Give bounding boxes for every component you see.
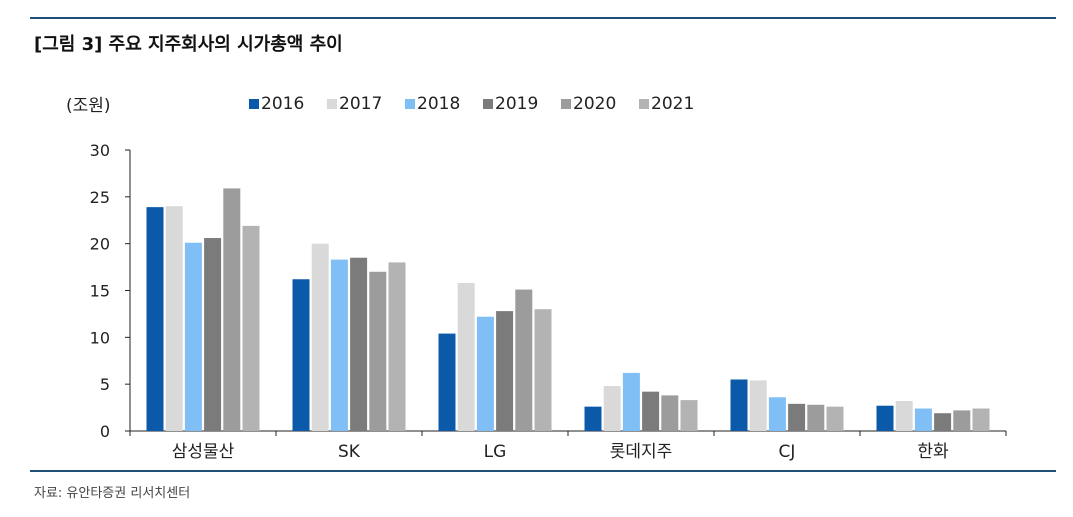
top-rule (30, 17, 1056, 19)
bar-2018-0 (184, 242, 202, 431)
y-tick-label: 5 (100, 375, 110, 394)
bar-2018-1 (330, 259, 348, 431)
bar-2016-0 (146, 207, 164, 431)
bar-2019-3 (642, 391, 660, 431)
bar-2020-5 (953, 410, 971, 431)
bar-2017-3 (603, 386, 621, 431)
bar-2021-2 (534, 309, 552, 431)
bar-2020-4 (807, 404, 825, 431)
y-tick-label: 15 (90, 282, 110, 301)
bar-2017-5 (895, 401, 913, 431)
legend-swatch-2017 (327, 99, 337, 109)
bar-2018-2 (476, 316, 494, 431)
legend-label-2017: 2017 (339, 94, 382, 114)
bar-2016-5 (876, 405, 894, 431)
legend-swatch-2019 (483, 99, 493, 109)
x-category-label: 롯데지주 (610, 442, 673, 462)
bar-2019-4 (788, 403, 806, 431)
x-axis: 삼성물산 SK LG 롯데지주 CJ 한화 (129, 430, 1007, 462)
bar-2019-1 (350, 257, 368, 431)
bar-2020-3 (661, 395, 679, 431)
y-tick-label: 10 (90, 328, 110, 347)
bar-2017-4 (749, 380, 767, 431)
y-tick-label: 20 (90, 235, 110, 254)
bar-2017-0 (165, 206, 183, 431)
bar-2019-5 (934, 413, 952, 431)
bar-2018-3 (622, 372, 640, 431)
bar-2021-5 (972, 408, 990, 431)
bar-2019-2 (496, 311, 514, 431)
bar-chart: (조원) 2016 2017 2018 2019 2020 2021 0 5 10 15 20 25… (66, 94, 1007, 462)
legend-swatch-2021 (639, 99, 649, 109)
bar-2018-4 (768, 397, 786, 431)
y-axis: 0 5 10 15 20 25 30 (90, 141, 131, 441)
legend-label-2019: 2019 (495, 94, 538, 114)
x-category-label: 한화 (917, 442, 949, 462)
bar-2016-3 (584, 406, 602, 431)
legend: 2016 2017 2018 2019 2020 2021 (249, 94, 694, 114)
y-tick-label: 0 (100, 422, 110, 441)
bar-2021-3 (680, 400, 698, 431)
bar-2016-4 (730, 379, 748, 431)
y-tick-label: 30 (90, 141, 110, 160)
bars (146, 188, 990, 431)
bar-2017-1 (311, 243, 329, 431)
y-unit-label: (조원) (66, 96, 111, 116)
legend-label-2018: 2018 (417, 94, 460, 114)
bar-2016-2 (438, 333, 456, 431)
bar-2020-0 (223, 188, 241, 431)
bar-2019-0 (204, 238, 222, 431)
legend-swatch-2016 (249, 99, 259, 109)
legend-label-2021: 2021 (651, 94, 694, 114)
source-note: 자료: 유안타증권 리서치센터 (34, 486, 191, 501)
bar-2020-2 (515, 289, 533, 431)
bottom-rule (30, 470, 1056, 472)
bar-2021-4 (826, 406, 844, 431)
legend-label-2020: 2020 (573, 94, 616, 114)
chart-title: [그림 3] 주요 지주회사의 시가총액 추이 (34, 34, 343, 55)
x-category-label: 삼성물산 (172, 442, 235, 462)
legend-label-2016: 2016 (261, 94, 304, 114)
x-category-label: SK (338, 442, 361, 462)
legend-swatch-2018 (405, 99, 415, 109)
bar-2021-1 (388, 262, 406, 431)
legend-swatch-2020 (561, 99, 571, 109)
bar-2017-2 (457, 283, 475, 431)
bar-2016-1 (292, 279, 310, 431)
bar-2020-1 (369, 271, 387, 431)
y-tick-label: 25 (90, 188, 110, 207)
bar-2018-5 (914, 408, 932, 431)
x-category-label: CJ (779, 442, 796, 462)
x-category-label: LG (484, 442, 507, 462)
bar-2021-0 (242, 225, 260, 431)
